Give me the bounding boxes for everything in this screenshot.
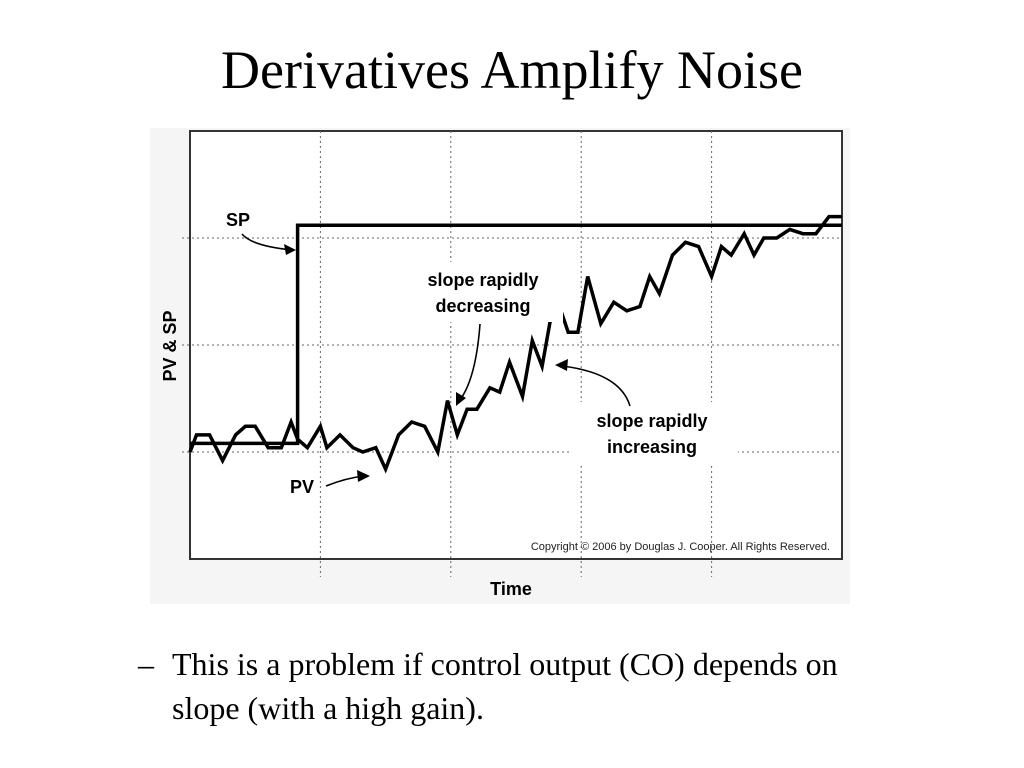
copyright-note: Copyright © 2006 by Douglas J. Cooper. A… (531, 541, 830, 553)
increasing-label-line2: increasing (607, 437, 697, 457)
pv-arrowhead (357, 470, 370, 482)
line-chart-svg: Time PV & SP SP PV slope rapidly decreas… (150, 128, 850, 604)
bullet-dash: – (138, 646, 154, 682)
series-line-sp (190, 223, 842, 446)
bullet-text: This is a problem if control output (CO)… (172, 646, 838, 726)
increasing-label-line1: slope rapidly (596, 411, 707, 431)
series-line-pv (188, 214, 842, 474)
bullet-point: – This is a problem if control output (C… (138, 642, 898, 730)
increasing-arrow (561, 365, 631, 407)
y-axis-label: PV & SP (160, 310, 180, 381)
decreasing-label-line1: slope rapidly (427, 270, 538, 290)
series-group (188, 214, 842, 474)
sp-label: SP (226, 210, 250, 230)
x-axis-label: Time (490, 579, 532, 599)
increasing-label-box (570, 402, 738, 464)
decreasing-arrowhead (456, 392, 466, 406)
increasing-arrowhead (555, 359, 568, 371)
decreasing-label-box (403, 262, 563, 322)
decreasing-label-line2: decreasing (435, 296, 530, 316)
sp-arrowhead (284, 244, 296, 255)
slide-title: Derivatives Amplify Noise (221, 40, 803, 100)
chart: Time PV & SP SP PV slope rapidly decreas… (150, 128, 850, 604)
decreasing-arrow (459, 323, 481, 401)
pv-label: PV (290, 477, 314, 497)
